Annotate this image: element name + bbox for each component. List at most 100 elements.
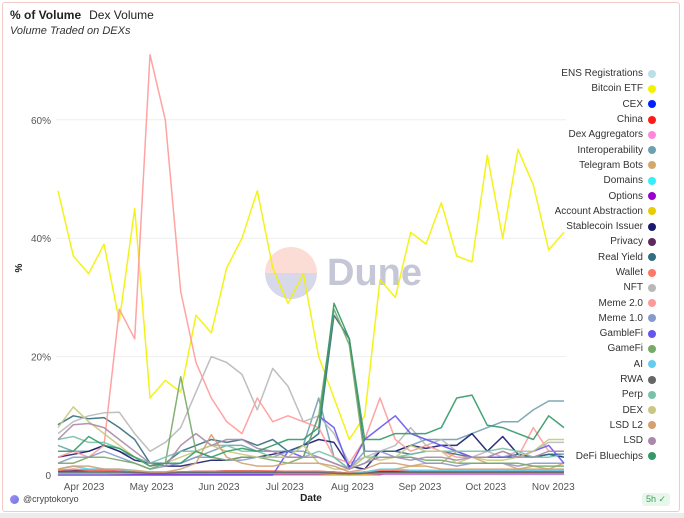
series-line-gamefi[interactable] — [58, 308, 564, 470]
legend-swatch-icon — [648, 375, 656, 384]
legend-item[interactable]: GameFi — [516, 341, 656, 356]
legend-swatch-icon — [648, 176, 656, 185]
legend-label: GameFi — [607, 343, 643, 355]
legend-swatch-icon — [648, 344, 656, 353]
legend-label: Account Abstraction — [554, 205, 643, 217]
dune-watermark: Dune — [265, 247, 422, 299]
legend-label: Perp — [621, 389, 643, 401]
query-name[interactable]: Dex Volume — [89, 8, 154, 22]
legend-swatch-icon — [648, 314, 656, 323]
watermark-text: Dune — [327, 251, 422, 294]
legend-swatch-icon — [648, 268, 656, 277]
legend-item[interactable]: Domains — [516, 173, 656, 188]
legend-swatch-icon — [648, 222, 656, 231]
legend-label: Meme 1.0 — [598, 312, 643, 324]
legend-label: GambleFi — [599, 328, 643, 340]
legend-item[interactable]: Meme 2.0 — [516, 295, 656, 310]
x-axis-title: Date — [300, 493, 322, 504]
legend-label: Domains — [603, 175, 643, 187]
legend-label: AI — [633, 358, 643, 370]
series-line-meme-2-0[interactable] — [57, 53, 564, 464]
legend-swatch-icon — [648, 100, 656, 109]
legend-swatch-icon — [648, 421, 656, 430]
legend-swatch-icon — [648, 452, 656, 461]
x-tick-label: Nov 2023 — [532, 482, 575, 493]
legend-item[interactable]: Wallet — [516, 265, 656, 280]
legend-label: Privacy — [610, 236, 643, 248]
legend-item[interactable]: DeFi Bluechips — [516, 448, 656, 463]
author-link[interactable]: @cryptokoryo — [10, 494, 79, 504]
series-line-nft[interactable] — [57, 355, 564, 464]
author-name[interactable]: @cryptokoryo — [23, 494, 79, 504]
legend-swatch-icon — [648, 299, 656, 308]
series-line-perp[interactable] — [57, 435, 565, 470]
legend-label: Wallet — [615, 267, 643, 278]
legend-swatch-icon — [648, 237, 656, 246]
x-tick-label: Sep 2023 — [398, 482, 441, 493]
legend-swatch-icon — [648, 115, 656, 124]
legend-swatch-icon — [648, 253, 656, 262]
legend-item[interactable]: Perp — [516, 387, 656, 402]
legend-item[interactable]: RWA — [516, 372, 656, 387]
legend-swatch-icon — [648, 406, 656, 415]
legend-label: Stablecoin Issuer — [566, 221, 643, 233]
legend-item[interactable]: Dex Aggregators — [516, 127, 656, 142]
legend-label: CEX — [622, 98, 643, 110]
series-line-bitcoin-etf[interactable] — [57, 148, 565, 441]
legend-item[interactable]: Meme 1.0 — [516, 311, 656, 326]
legend-swatch-icon — [648, 146, 656, 155]
y-tick-label: 40% — [31, 234, 51, 245]
series-line-lsd-l2[interactable] — [57, 433, 564, 473]
y-axis-title: % — [14, 263, 25, 272]
legend-item[interactable]: China — [516, 112, 656, 127]
legend-swatch-icon — [648, 390, 656, 399]
legend-item[interactable]: Stablecoin Issuer — [516, 219, 656, 234]
legend-label: Telegram Bots — [579, 159, 643, 171]
legend-label: Options — [608, 190, 643, 202]
x-tick-label: Apr 2023 — [64, 482, 105, 493]
legend-item[interactable]: DEX — [516, 403, 656, 418]
legend-item[interactable]: ENS Registrations — [516, 66, 656, 81]
legend-swatch-icon — [648, 436, 656, 445]
legend-swatch-icon — [648, 84, 656, 93]
legend-label: DEX — [622, 404, 643, 416]
legend-item[interactable]: Real Yield — [516, 250, 656, 265]
legend-item[interactable]: Options — [516, 188, 656, 203]
legend-swatch-icon — [648, 69, 656, 78]
series-line-defi-bluechips[interactable] — [58, 302, 565, 467]
legend-item[interactable]: NFT — [516, 280, 656, 295]
series-line-rwa[interactable] — [58, 471, 564, 475]
y-tick-label: 20% — [31, 353, 51, 364]
chart-title: % of Volume — [10, 8, 82, 22]
legend-swatch-icon — [648, 283, 656, 292]
legend-label: LSD L2 — [609, 419, 643, 431]
legend-label: Real Yield — [597, 251, 643, 263]
y-tick-label: 0 — [45, 471, 51, 482]
legend-item[interactable]: LSD — [516, 433, 656, 448]
legend-item[interactable]: LSD L2 — [516, 418, 656, 433]
legend-item[interactable]: GambleFi — [516, 326, 656, 341]
legend-item[interactable]: Privacy — [516, 234, 656, 249]
legend-item[interactable]: AI — [516, 357, 656, 372]
dune-logo-icon — [265, 247, 317, 299]
x-tick-label: Jul 2023 — [266, 482, 304, 493]
legend-swatch-icon — [648, 130, 656, 139]
page-edge — [0, 513, 684, 518]
legend-label: China — [616, 114, 643, 126]
legend-item[interactable]: Telegram Bots — [516, 158, 656, 173]
avatar — [10, 494, 19, 504]
freshness-badge: 5h ✓ — [641, 493, 670, 506]
chart-subtitle: Volume Traded on DEXs — [10, 25, 131, 37]
legend-item[interactable]: Bitcoin ETF — [516, 81, 656, 96]
legend-item[interactable]: Interoperability — [516, 142, 656, 157]
legend-label: Interoperability — [577, 144, 643, 156]
legend-swatch-icon — [648, 329, 656, 338]
x-tick-label: Jun 2023 — [198, 482, 240, 493]
chart-header: % of Volume Dex Volume — [10, 8, 154, 22]
series-line-lsd[interactable] — [57, 422, 564, 470]
legend-item[interactable]: Account Abstraction — [516, 204, 656, 219]
legend-item[interactable]: CEX — [516, 97, 656, 112]
legend-label: DeFi Bluechips — [575, 450, 643, 462]
